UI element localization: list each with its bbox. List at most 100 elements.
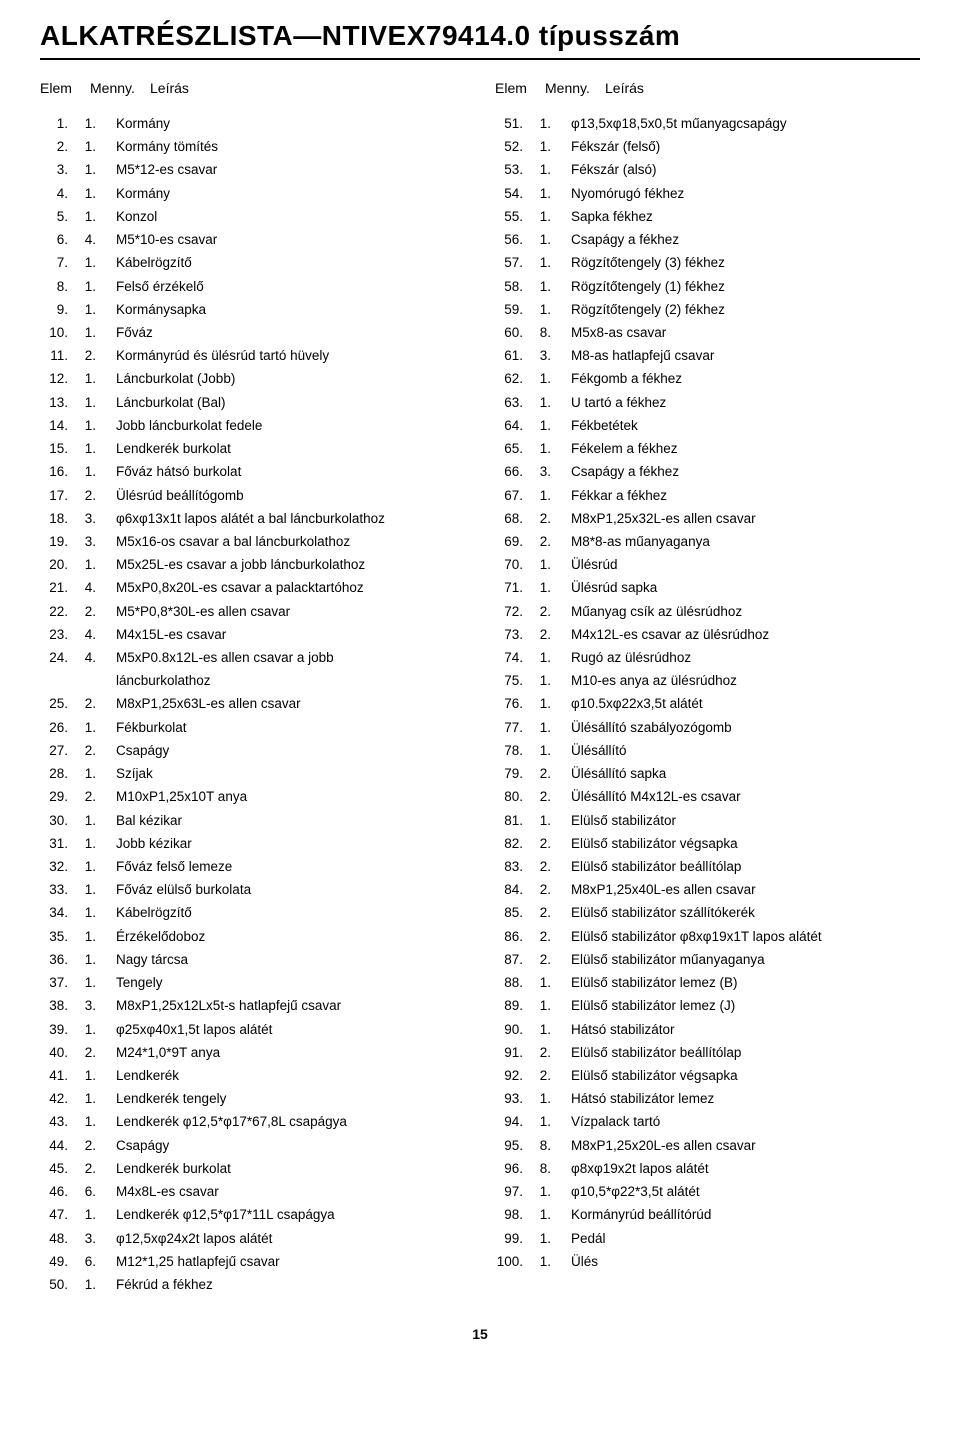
part-leiras: Fékbetétek	[571, 414, 920, 437]
part-elem: 14.	[40, 414, 78, 437]
part-elem: 95.	[495, 1134, 533, 1157]
part-leiras: Ülésrúd	[571, 553, 920, 576]
header-leiras: Leírás	[605, 80, 920, 96]
part-elem: 70.	[495, 553, 533, 576]
part-leiras: Szíjak	[116, 762, 465, 785]
part-row: 55.1.Sapka fékhez	[495, 205, 920, 228]
part-elem: 2.	[40, 135, 78, 158]
part-leiras: Hátsó stabilizátor	[571, 1018, 920, 1041]
part-menny: 1.	[78, 321, 116, 344]
part-elem: 49.	[40, 1250, 78, 1273]
part-menny: 1.	[533, 437, 571, 460]
part-elem: 24.	[40, 646, 78, 669]
part-leiras: Nagy tárcsa	[116, 948, 465, 971]
part-row: 2.1.Kormány tömítés	[40, 135, 465, 158]
header-menny: Menny.	[545, 80, 605, 96]
part-menny: 3.	[533, 344, 571, 367]
part-leiras: Rögzítőtengely (1) fékhez	[571, 275, 920, 298]
part-row: 59.1.Rögzítőtengely (2) fékhez	[495, 298, 920, 321]
part-leiras: Elülső stabilizátor végsapka	[571, 832, 920, 855]
part-leiras: Csapágy a fékhez	[571, 460, 920, 483]
part-row: 10.1.Főváz	[40, 321, 465, 344]
part-row: 28.1.Szíjak	[40, 762, 465, 785]
part-row: 29.2.M10xP1,25x10T anya	[40, 785, 465, 808]
part-elem: 100.	[495, 1250, 533, 1273]
part-elem: 57.	[495, 251, 533, 274]
part-elem: 60.	[495, 321, 533, 344]
part-leiras: Tengely	[116, 971, 465, 994]
part-elem: 7.	[40, 251, 78, 274]
part-menny: 1.	[533, 251, 571, 274]
part-row: 72.2.Műanyag csík az ülésrúdhoz	[495, 600, 920, 623]
part-row: 88.1.Elülső stabilizátor lemez (B)	[495, 971, 920, 994]
part-menny: 1.	[533, 391, 571, 414]
part-elem: 1.	[40, 112, 78, 135]
part-row: 87.2.Elülső stabilizátor műanyaganya	[495, 948, 920, 971]
part-leiras: Hátsó stabilizátor lemez	[571, 1087, 920, 1110]
part-elem: 73.	[495, 623, 533, 646]
part-elem: 20.	[40, 553, 78, 576]
part-row: 18.3.φ6xφ13x1t lapos alátét a bal láncbu…	[40, 507, 465, 530]
part-elem: 21.	[40, 576, 78, 599]
part-menny: 1.	[78, 762, 116, 785]
part-elem: 51.	[495, 112, 533, 135]
part-leiras: Lendkerék	[116, 1064, 465, 1087]
part-leiras: Főváz felső lemeze	[116, 855, 465, 878]
part-menny: 3.	[78, 1227, 116, 1250]
part-menny: 1.	[78, 205, 116, 228]
part-menny: 1.	[78, 391, 116, 414]
part-leiras: Nyomórugó fékhez	[571, 182, 920, 205]
part-row: 36.1.Nagy tárcsa	[40, 948, 465, 971]
part-elem: 55.	[495, 205, 533, 228]
part-row: 85.2.Elülső stabilizátor szállítókerék	[495, 901, 920, 924]
part-elem: 26.	[40, 716, 78, 739]
part-leiras: M5*10-es csavar	[116, 228, 465, 251]
part-elem: 84.	[495, 878, 533, 901]
header-menny: Menny.	[90, 80, 150, 96]
part-row: 82.2.Elülső stabilizátor végsapka	[495, 832, 920, 855]
part-elem: 4.	[40, 182, 78, 205]
part-row: 81.1.Elülső stabilizátor	[495, 809, 920, 832]
part-row: 50.1.Fékrúd a fékhez	[40, 1273, 465, 1296]
part-row: 95.8.M8xP1,25x20L-es allen csavar	[495, 1134, 920, 1157]
part-leiras: Kormánysapka	[116, 298, 465, 321]
part-row: 22.2.M5*P0,8*30L-es allen csavar	[40, 600, 465, 623]
part-row: 37.1.Tengely	[40, 971, 465, 994]
part-menny: 8.	[533, 1157, 571, 1180]
part-elem: 99.	[495, 1227, 533, 1250]
part-leiras: Ülésrúd beállítógomb	[116, 484, 465, 507]
part-leiras: M8-as hatlapfejű csavar	[571, 344, 920, 367]
part-leiras: Elülső stabilizátor beállítólap	[571, 1041, 920, 1064]
part-row: 21.4.M5xP0,8x20L-es csavar a palacktartó…	[40, 576, 465, 599]
part-leiras: M10xP1,25x10T anya	[116, 785, 465, 808]
part-elem: 47.	[40, 1203, 78, 1226]
part-menny: 4.	[78, 623, 116, 646]
part-row: 99.1.Pedál	[495, 1227, 920, 1250]
part-elem: 6.	[40, 228, 78, 251]
part-leiras: φ12,5xφ24x2t lapos alátét	[116, 1227, 465, 1250]
part-leiras: Lendkerék burkolat	[116, 437, 465, 460]
part-leiras: Kormány tömítés	[116, 135, 465, 158]
part-row: 51.1.φ13,5xφ18,5x0,5t műanyagcsapágy	[495, 112, 920, 135]
part-row: 89.1.Elülső stabilizátor lemez (J)	[495, 994, 920, 1017]
part-row: 39.1.φ25xφ40x1,5t lapos alátét	[40, 1018, 465, 1041]
part-leiras: Ülésállító szabályozógomb	[571, 716, 920, 739]
part-leiras: Fékburkolat	[116, 716, 465, 739]
part-leiras: Elülső stabilizátor szállítókerék	[571, 901, 920, 924]
part-menny: 1.	[533, 182, 571, 205]
part-elem: 62.	[495, 367, 533, 390]
part-leiras: Rögzítőtengely (2) fékhez	[571, 298, 920, 321]
part-menny: 1.	[533, 1203, 571, 1226]
part-leiras: M5xP0.8x12L-es allen csavar a jobb	[116, 646, 465, 669]
part-leiras: M4x15L-es csavar	[116, 623, 465, 646]
part-row: 79.2.Ülésállító sapka	[495, 762, 920, 785]
part-menny: 1.	[78, 1203, 116, 1226]
part-elem: 46.	[40, 1180, 78, 1203]
part-leiras: Kábelrögzítő	[116, 901, 465, 924]
part-row: 80.2.Ülésállító M4x12L-es csavar	[495, 785, 920, 808]
part-menny: 3.	[78, 994, 116, 1017]
part-row: 34.1.Kábelrögzítő	[40, 901, 465, 924]
part-menny: 1.	[78, 1273, 116, 1296]
part-row: 92.2.Elülső stabilizátor végsapka	[495, 1064, 920, 1087]
part-elem: 93.	[495, 1087, 533, 1110]
